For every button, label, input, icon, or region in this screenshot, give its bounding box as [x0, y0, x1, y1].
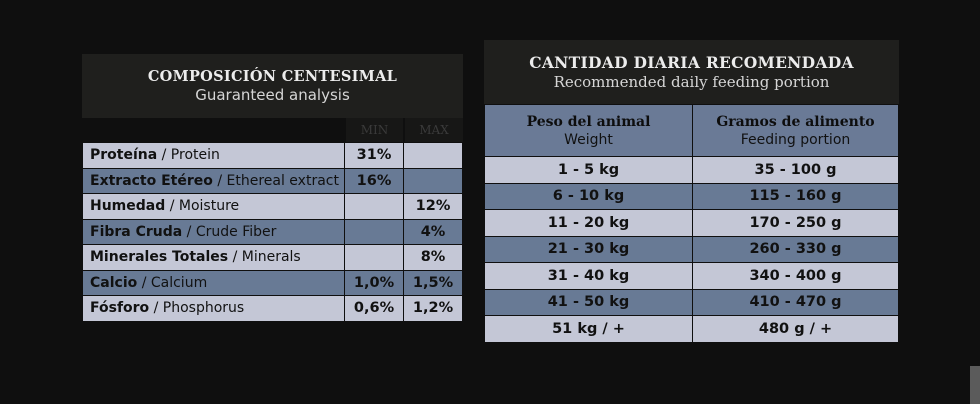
analysis-min-value: [344, 244, 404, 271]
analysis-max-value: 1,5%: [403, 269, 463, 296]
analysis-label: Fibra Cruda / Crude Fiber: [82, 218, 345, 245]
analysis-row: Minerales Totales / Minerals 8%: [82, 244, 463, 271]
analysis-max-value: 12%: [403, 193, 463, 220]
analysis-label-en: / Phosphorus: [149, 300, 245, 317]
feeding-row: 31 - 40 kg 340 - 400 g: [484, 262, 899, 290]
analysis-label-en: / Calcium: [137, 274, 208, 291]
analysis-max-value: 1,2%: [403, 295, 463, 322]
weight-header-es: Peso del animal: [526, 113, 651, 130]
feeding-portion-panel: CANTIDAD DIARIA RECOMENDADA Recommended …: [484, 40, 899, 343]
portion-value: 260 - 330 g: [692, 235, 899, 263]
feeding-portion-header: CANTIDAD DIARIA RECOMENDADA Recommended …: [484, 40, 899, 104]
weight-value: 6 - 10 kg: [484, 182, 693, 210]
min-max-header: MIN MAX: [82, 118, 463, 142]
portion-value: 480 g / +: [692, 315, 899, 343]
analysis-row: Calcio / Calcium 1,0% 1,5%: [82, 269, 463, 296]
analysis-label-en: / Moisture: [165, 198, 240, 215]
analysis-row: Humedad / Moisture 12%: [82, 193, 463, 220]
min-column-header: MIN: [344, 118, 403, 142]
analysis-min-value: [344, 193, 404, 220]
feeding-row: 6 - 10 kg 115 - 160 g: [484, 182, 899, 210]
weight-value: 1 - 5 kg: [484, 156, 693, 184]
analysis-label-en: / Minerals: [228, 249, 301, 266]
portion-value: 410 - 470 g: [692, 288, 899, 316]
guaranteed-analysis-title-es: COMPOSICIÓN CENTESIMAL: [147, 68, 398, 85]
feeding-row: 11 - 20 kg 170 - 250 g: [484, 209, 899, 237]
analysis-label-es: Fósforo: [90, 300, 150, 317]
analysis-label: Calcio / Calcium: [82, 269, 345, 296]
feeding-row: 51 kg / +480 g / +: [484, 315, 899, 343]
analysis-label-es: Calcio: [90, 274, 138, 291]
analysis-row: Fibra Cruda / Crude Fiber 4%: [82, 218, 463, 245]
portion-value: 340 - 400 g: [692, 262, 899, 290]
weight-value: 21 - 30 kg: [484, 235, 693, 263]
feeding-title-en: Recommended daily feeding portion: [553, 73, 830, 91]
analysis-min-value: 0,6%: [344, 295, 404, 322]
analysis-label-en: / Protein: [157, 147, 220, 164]
weight-header-en: Weight: [564, 131, 613, 148]
feeding-row: 21 - 30 kg 260 - 330 g: [484, 235, 899, 263]
analysis-label-es: Humedad: [90, 198, 166, 215]
weight-value: 41 - 50 kg: [484, 288, 693, 316]
feeding-row: 1 - 5 kg 35 - 100 g: [484, 156, 899, 184]
portion-column-header: Gramos de alimento Feeding portion: [692, 104, 899, 157]
weight-value: 51 kg / +: [484, 315, 693, 343]
analysis-max-value: 8%: [403, 244, 463, 271]
analysis-label: Extracto Etéreo / Ethereal extract: [82, 167, 345, 194]
analysis-min-value: 1,0%: [344, 269, 404, 296]
portion-value: 170 - 250 g: [692, 209, 899, 237]
feeding-portion-table: Peso del animal Weight Gramos de aliment…: [484, 104, 899, 343]
analysis-max-value: 4%: [403, 218, 463, 245]
analysis-label-es: Fibra Cruda: [90, 223, 183, 240]
portion-value: 35 - 100 g: [692, 156, 899, 184]
analysis-label: Humedad / Moisture: [82, 193, 345, 220]
analysis-max-value: [403, 167, 463, 194]
analysis-max-value: [403, 142, 463, 169]
weight-column-header: Peso del animal Weight: [484, 104, 693, 157]
portion-header-en: Feeding portion: [740, 131, 851, 148]
portion-header-es: Gramos de alimento: [716, 113, 875, 130]
analysis-min-value: 31%: [344, 142, 404, 169]
weight-value: 31 - 40 kg: [484, 262, 693, 290]
weight-value: 11 - 20 kg: [484, 209, 693, 237]
analysis-min-value: 16%: [344, 167, 404, 194]
feeding-title-es: CANTIDAD DIARIA RECOMENDADA: [529, 53, 854, 72]
analysis-row: Fósforo / Phosphorus 0,6% 1,2%: [82, 295, 463, 322]
feeding-row: 41 - 50 kg 410 - 470 g: [484, 288, 899, 316]
analysis-label-en: / Crude Fiber: [182, 223, 277, 240]
analysis-label: Proteína / Protein: [82, 142, 345, 169]
portion-value: 115 - 160 g: [692, 182, 899, 210]
analysis-label: Fósforo / Phosphorus: [82, 295, 345, 322]
analysis-label-en: / Ethereal extract: [212, 172, 339, 189]
guaranteed-analysis-title-en: Guaranteed analysis: [195, 86, 350, 104]
analysis-label-es: Proteína: [90, 147, 158, 164]
feeding-column-headers: Peso del animal Weight Gramos de aliment…: [484, 104, 899, 157]
max-column-header: MAX: [403, 118, 463, 142]
guaranteed-analysis-header: COMPOSICIÓN CENTESIMAL Guaranteed analys…: [82, 54, 463, 118]
analysis-row: Extracto Etéreo / Ethereal extract 16%: [82, 167, 463, 194]
analysis-min-value: [344, 218, 404, 245]
analysis-row: Proteína / Protein 31%: [82, 142, 463, 169]
analysis-label: Minerales Totales / Minerals: [82, 244, 345, 271]
guaranteed-analysis-table: Proteína / Protein 31% Extracto Etéreo / E…: [82, 142, 463, 322]
analysis-label-es: Extracto Etéreo: [90, 172, 213, 189]
guaranteed-analysis-panel: COMPOSICIÓN CENTESIMAL Guaranteed analys…: [82, 54, 463, 322]
analysis-label-es: Minerales Totales: [90, 249, 229, 266]
scrollbar-thumb[interactable]: [970, 366, 980, 404]
